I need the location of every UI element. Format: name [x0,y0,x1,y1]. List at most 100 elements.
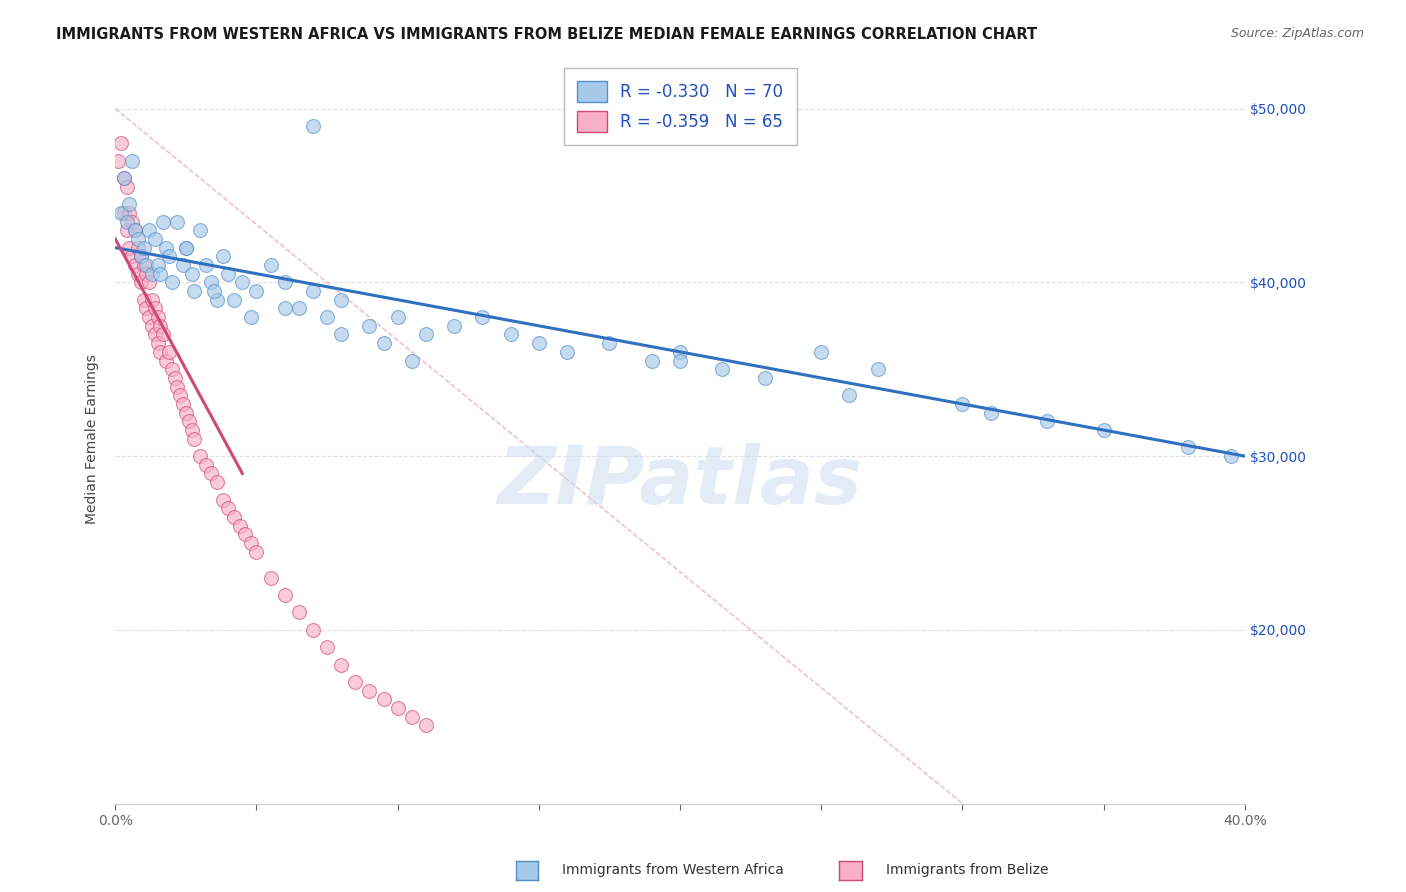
Point [152,214,174,228]
Point [205,475,228,490]
Point [141,267,163,281]
Point [129,276,152,290]
Point [950,397,973,411]
Point [132,241,155,255]
Point [160,276,183,290]
Point [155,241,177,255]
Point [166,379,188,393]
Point [200,467,222,481]
Point [112,171,135,186]
Point [344,674,367,689]
Point [110,206,132,220]
Point [217,501,239,516]
Point [239,310,262,325]
Point [387,310,409,325]
Point [169,388,191,402]
Point [527,336,550,351]
Point [132,258,155,272]
Point [401,353,423,368]
Point [129,249,152,263]
Text: Immigrants from Western Africa: Immigrants from Western Africa [562,863,785,877]
Point [166,214,188,228]
Point [245,544,267,558]
Point [121,249,143,263]
Point [239,536,262,550]
Point [143,301,166,316]
Point [598,336,620,351]
Point [669,344,692,359]
Point [157,344,180,359]
Point [330,327,353,342]
Point [121,214,143,228]
Point [194,458,217,472]
Point [112,171,135,186]
Point [157,249,180,263]
Point [124,223,146,237]
Point [138,310,160,325]
Point [288,301,311,316]
Point [316,310,339,325]
Point [107,153,129,168]
Point [174,406,197,420]
Point [641,353,664,368]
Point [149,267,172,281]
Point [149,318,172,333]
Point [132,293,155,307]
Text: ZIPatlas: ZIPatlas [498,443,862,522]
Point [177,414,200,428]
Point [980,406,1002,420]
Point [163,371,186,385]
Point [205,293,228,307]
Point [415,327,437,342]
Point [124,223,146,237]
Point [135,267,157,281]
Point [129,249,152,263]
Point [183,284,205,298]
Point [233,527,256,541]
Point [118,206,141,220]
Point [302,284,325,298]
Point [555,344,578,359]
Point [149,344,172,359]
Point [141,318,163,333]
Point [152,327,174,342]
Point [273,276,295,290]
Point [1219,449,1241,463]
Point [1036,414,1059,428]
Point [669,353,692,368]
Point [211,249,233,263]
Point [174,241,197,255]
Point [118,197,141,211]
Point [259,258,281,272]
Y-axis label: Median Female Earnings: Median Female Earnings [86,354,100,524]
Point [155,353,177,368]
Point [110,136,132,151]
Point [188,449,211,463]
Text: IMMIGRANTS FROM WESTERN AFRICA VS IMMIGRANTS FROM BELIZE MEDIAN FEMALE EARNINGS : IMMIGRANTS FROM WESTERN AFRICA VS IMMIGR… [56,27,1038,42]
Point [499,327,522,342]
Point [810,344,832,359]
Point [443,318,465,333]
Point [231,276,253,290]
Point [180,423,202,437]
Point [138,223,160,237]
Point [172,397,194,411]
Point [1177,441,1199,455]
Point [273,588,295,602]
Point [217,267,239,281]
Point [115,179,138,194]
Point [222,293,245,307]
Point [121,153,143,168]
Point [754,371,776,385]
Point [141,293,163,307]
Point [172,258,194,272]
Point [866,362,889,376]
Point [194,258,217,272]
Point [200,276,222,290]
Point [316,640,339,655]
Point [135,258,157,272]
Point [211,492,233,507]
Point [288,606,311,620]
Point [228,518,250,533]
Point [127,267,149,281]
